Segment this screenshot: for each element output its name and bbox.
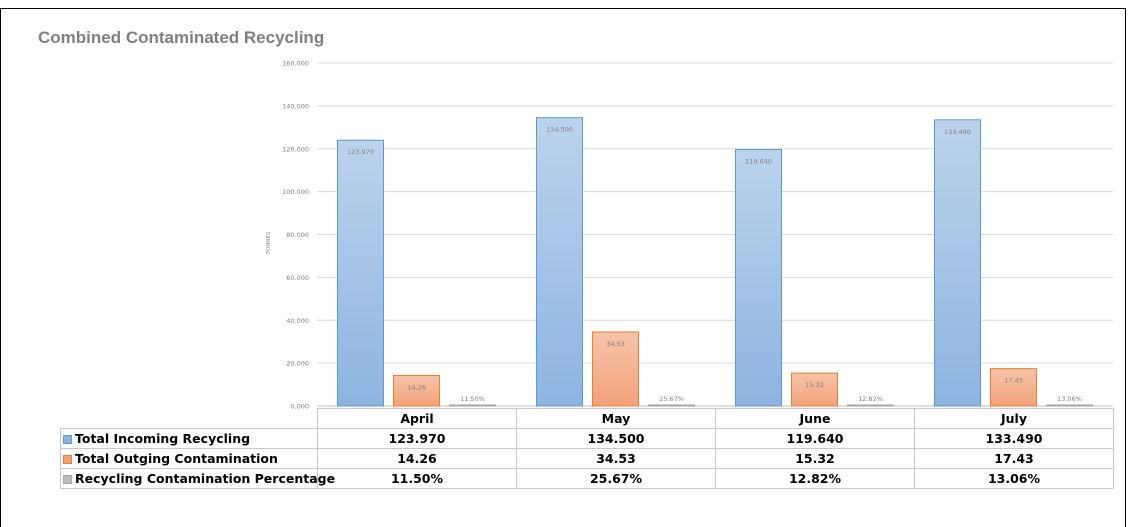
bar-incoming — [337, 139, 384, 407]
table-cell: 12.82% — [715, 468, 915, 489]
table-cell: 134.500 — [516, 428, 716, 449]
y-tick-label: 40.000 — [286, 317, 309, 325]
legend-percentage: Recycling Contamination Percentage — [60, 468, 335, 489]
table-row: Recycling Contamination Percentage 11.50… — [60, 468, 1114, 489]
table-cell: 119.640 — [715, 428, 915, 449]
legend-label-incoming: Total Incoming Recycling — [75, 431, 251, 446]
data-label: 13.06% — [1057, 395, 1082, 403]
y-axis-label: TONNES — [266, 231, 272, 255]
table-cell: 25.67% — [516, 468, 716, 489]
bar-incoming — [536, 117, 583, 407]
data-label: 15.32 — [805, 381, 824, 389]
data-label: 25.67% — [659, 395, 684, 403]
bar-outgoing — [393, 374, 440, 407]
bar-outgoing — [791, 372, 838, 407]
data-label: 134.500 — [546, 126, 573, 134]
table-cell: 34.53 — [516, 448, 716, 469]
table-cell: 15.32 — [715, 448, 915, 469]
data-label: 12.82% — [858, 395, 883, 403]
data-label: 133.490 — [944, 128, 971, 136]
y-tick-label: 100.000 — [282, 188, 309, 196]
table-row: Total Outging Contamination 14.26 34.53 … — [60, 448, 1114, 469]
legend-label-outgoing: Total Outging Contamination — [75, 451, 278, 466]
bar-percentage — [1046, 404, 1093, 407]
legend-swatch-incoming — [63, 435, 72, 444]
gridlines — [317, 62, 1113, 407]
data-table: April May June July Total Incoming Recyc… — [60, 408, 1114, 489]
data-label: 11.50% — [460, 395, 485, 403]
legend-label-percentage: Recycling Contamination Percentage — [75, 471, 336, 486]
y-tick-label: 0.000 — [290, 403, 309, 411]
y-tick-label: 160.000 — [282, 60, 309, 68]
table-cell: 123.970 — [317, 428, 517, 449]
table-cell: 11.50% — [317, 468, 517, 489]
legend-swatch-percentage — [63, 475, 72, 484]
bar-percentage — [648, 404, 695, 407]
data-label: 17.43 — [1004, 377, 1023, 385]
category-june: June — [715, 408, 915, 429]
table-row: Total Incoming Recycling 123.970 134.500… — [60, 428, 1114, 449]
bar-percentage — [847, 404, 894, 407]
table-cell: 17.43 — [914, 448, 1114, 469]
bar-outgoing — [990, 368, 1037, 407]
y-tick-label: 60.000 — [286, 274, 309, 282]
y-axis-ticks: 0.000 20.000 40.000 60.000 80.000 100.000 120.… — [282, 60, 309, 411]
y-tick-label: 140.000 — [282, 102, 309, 110]
category-july: July — [914, 408, 1114, 429]
category-april: April — [317, 408, 517, 429]
table-cell: 133.490 — [914, 428, 1114, 449]
bar-incoming — [934, 119, 981, 407]
y-tick-label: 120.000 — [282, 145, 309, 153]
data-labels: 123.970 14.26 11.50% 134.500 34.53 25.67% 119.… — [347, 126, 1082, 403]
y-tick-label: 80.000 — [286, 231, 309, 239]
legend-incoming: Total Incoming Recycling — [60, 428, 318, 449]
bars — [337, 117, 1093, 407]
chart-title: Combined Contaminated Recycling — [38, 28, 325, 47]
bar-percentage — [449, 404, 496, 407]
table-cell: 14.26 — [317, 448, 517, 469]
data-label: 119.640 — [745, 158, 772, 166]
y-tick-label: 20.000 — [286, 360, 309, 368]
data-label: 14.26 — [407, 383, 426, 391]
table-header-row: April May June July — [60, 408, 1114, 429]
data-label: 123.970 — [347, 148, 374, 156]
bar-incoming — [735, 149, 782, 407]
table-corner — [60, 408, 318, 429]
table-cell: 13.06% — [914, 468, 1114, 489]
legend-swatch-outgoing — [63, 455, 72, 464]
bar-outgoing — [592, 331, 639, 407]
category-may: May — [516, 408, 716, 429]
legend-outgoing: Total Outging Contamination — [60, 448, 318, 469]
data-label: 34.53 — [606, 340, 625, 348]
